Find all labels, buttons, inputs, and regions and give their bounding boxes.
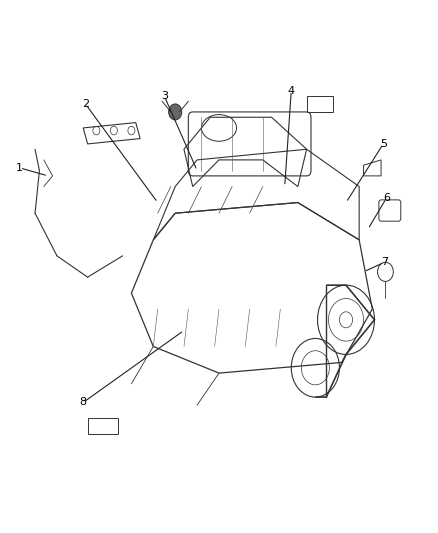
Text: 5: 5 (380, 139, 387, 149)
Text: 1: 1 (16, 163, 23, 173)
Circle shape (169, 104, 182, 120)
Text: 8: 8 (80, 398, 87, 407)
Text: 2: 2 (82, 99, 89, 109)
Text: 4: 4 (288, 86, 295, 95)
Text: 3: 3 (161, 91, 168, 101)
Text: 6: 6 (383, 193, 390, 203)
Text: 7: 7 (381, 257, 388, 267)
